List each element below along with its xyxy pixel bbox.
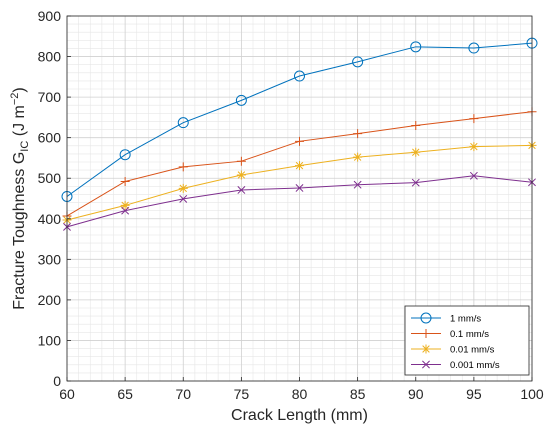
data-point [295, 161, 304, 171]
y-axis-label-subscript: IC [19, 141, 31, 152]
legend-label: 0.001 mm/s [450, 360, 500, 371]
y-tick-label: 200 [38, 292, 62, 308]
series-line [66, 42, 533, 197]
y-axis-label-unit-close: ) [11, 87, 28, 92]
major-grid [66, 15, 533, 382]
legend-marker [421, 329, 431, 338]
y-axis-label-superscript: −2 [9, 93, 21, 106]
data-point [179, 194, 188, 203]
x-tick-labels: 60 65 70 75 80 85 90 95 100 [59, 386, 544, 402]
data-point [411, 147, 421, 157]
data-point [469, 114, 479, 124]
data-point [469, 142, 479, 152]
data-point [411, 178, 420, 187]
x-tick-label: 65 [117, 386, 133, 402]
data-point [119, 149, 131, 161]
legend-label: 1 mm/s [450, 314, 481, 325]
data-point [294, 70, 305, 82]
y-tick-label: 700 [38, 89, 62, 105]
data-point [120, 200, 130, 210]
series-4 [63, 171, 536, 231]
x-tick-label: 75 [234, 386, 250, 402]
y-axis-label: Fracture Toughness GIC (J m−2) [9, 87, 31, 309]
legend-entry: 0.001 mm/s [411, 360, 500, 371]
legend-entry: 1 mm/s [411, 312, 481, 325]
legend-marker [420, 312, 432, 324]
x-axis-label: Crack Length (mm) [231, 407, 368, 424]
y-axis-label-main: Fracture Toughness G [11, 152, 28, 310]
x-tick-label: 95 [466, 386, 482, 402]
data-point [353, 129, 363, 139]
data-point [237, 186, 246, 194]
x-tick-label: 80 [292, 386, 308, 402]
data-point [236, 156, 246, 166]
data-point [236, 170, 246, 180]
data-point [410, 41, 422, 53]
data-point [295, 184, 304, 192]
data-point [178, 162, 188, 172]
data-point [468, 42, 480, 54]
x-tick-label: 100 [520, 386, 544, 402]
legend-marker [422, 360, 430, 369]
y-tick-label: 600 [38, 130, 62, 146]
y-tick-label: 0 [53, 373, 61, 389]
data-point [177, 117, 189, 129]
data-point [469, 171, 478, 180]
legend-entry: 0.01 mm/s [411, 344, 495, 356]
data-point [120, 176, 130, 186]
y-tick-label: 900 [38, 8, 62, 24]
ticks [66, 15, 533, 382]
data-point [178, 183, 188, 193]
data-point [353, 180, 362, 189]
y-tick-label: 100 [38, 332, 62, 348]
legend: 1 mm/s 0.1 mm/s 0.01 mm/s 0.001 mm/s [404, 305, 530, 376]
y-tick-label: 500 [38, 170, 62, 186]
x-tick-label: 85 [350, 386, 366, 402]
data-point [353, 152, 363, 162]
data-point [121, 206, 130, 215]
x-tick-label: 60 [59, 386, 75, 402]
legend-label: 0.1 mm/s [450, 329, 489, 340]
y-tick-label: 300 [38, 251, 62, 267]
x-tick-label: 70 [175, 386, 191, 402]
y-tick-label: 800 [38, 49, 62, 65]
legend-marker [421, 344, 431, 354]
data-point [295, 136, 304, 146]
data-point [352, 56, 364, 68]
y-axis-label-unit: (J m [11, 105, 28, 141]
legend-label: 0.01 mm/s [450, 345, 495, 356]
y-tick-labels: 0 100 200 300 400 500 600 700 800 900 [38, 8, 62, 389]
y-tick-label: 400 [38, 211, 62, 227]
data-point [235, 94, 247, 106]
data-point [411, 121, 421, 130]
x-tick-label: 90 [408, 386, 424, 402]
legend-entry: 0.1 mm/s [411, 329, 489, 340]
